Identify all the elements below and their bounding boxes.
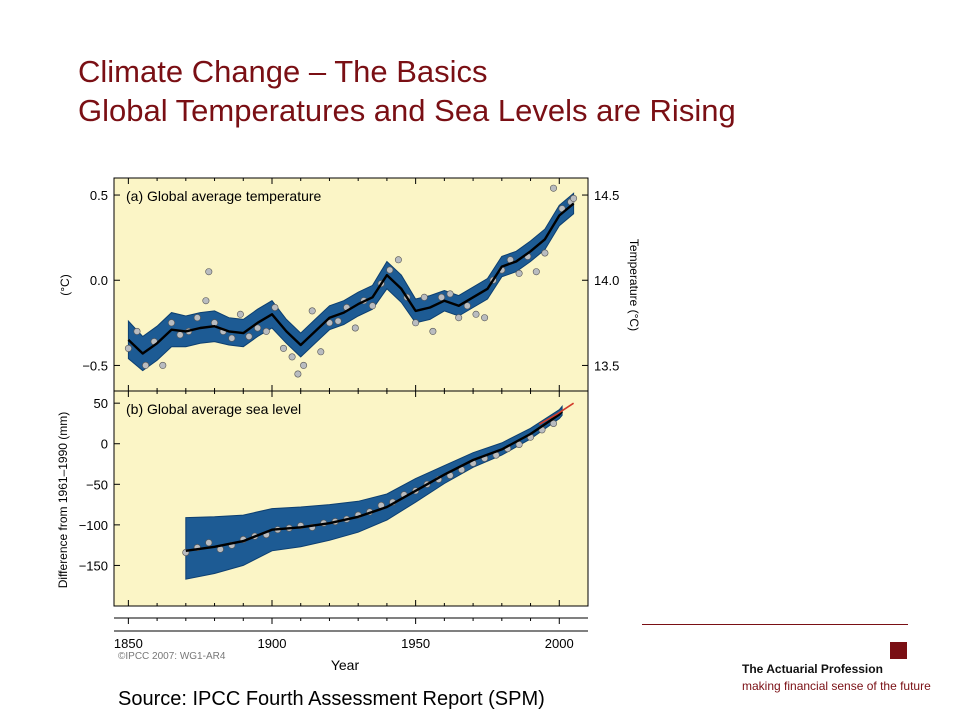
pa-point xyxy=(271,304,279,312)
pa-point xyxy=(262,327,270,335)
x-axis-label: Year xyxy=(331,657,360,673)
x-axis: 1850 1900 1950 2000 Year xyxy=(114,617,588,673)
pa-point xyxy=(429,327,437,335)
pb-smoothed-line xyxy=(185,410,564,552)
figure-background xyxy=(114,178,588,606)
pa-point xyxy=(394,256,402,264)
panel-b-title: (b) Global average sea level xyxy=(126,401,301,417)
pa-point xyxy=(254,324,262,332)
x-axis-ticks: 1850 1900 1950 2000 xyxy=(114,618,574,651)
panel-b-line-layer xyxy=(185,402,575,552)
slide-title-line-2: Global Temperatures and Sea Levels are R… xyxy=(78,93,736,128)
x-tick-label: 1850 xyxy=(114,636,143,651)
panel-b-frame xyxy=(113,390,589,607)
pa-ytick-label: −0.5 xyxy=(82,358,108,373)
pa-point xyxy=(280,344,288,352)
pb-satellite-line xyxy=(538,402,575,425)
source-caption: Source: IPCC Fourth Assessment Report (S… xyxy=(118,688,545,710)
logo-divider xyxy=(642,624,908,625)
pa-point xyxy=(168,319,176,327)
pa-point xyxy=(325,319,333,327)
panel-a-ylabel-right: Temperature (°C) xyxy=(627,239,641,331)
pa-point xyxy=(368,302,376,310)
slide-title: Climate Change – The Basics Global Tempe… xyxy=(78,52,938,130)
pa-point xyxy=(570,194,578,202)
pa-point xyxy=(142,361,150,369)
logo-tagline: making financial sense of the future xyxy=(742,679,931,693)
panel-b: (b) Global average sea level Difference … xyxy=(56,390,589,607)
pa-smoothed-line xyxy=(127,202,575,355)
pb-point xyxy=(549,420,557,428)
pa-ytick-label: 0.5 xyxy=(90,188,108,203)
pa-point xyxy=(351,324,359,332)
pa-point xyxy=(176,331,184,339)
pa-point xyxy=(334,317,342,325)
pa-point xyxy=(446,290,454,298)
panel-a: (a) Global average temperature (°C) Temp… xyxy=(58,177,641,392)
pa-ytick-right-label: 13.5 xyxy=(594,358,619,373)
pb-ytick-label: 50 xyxy=(94,396,108,411)
pa-point xyxy=(159,361,167,369)
pb-ytick-label: −150 xyxy=(79,558,108,573)
pa-point xyxy=(193,314,201,322)
x-tick-label: 1900 xyxy=(258,636,287,651)
pa-point xyxy=(205,268,213,276)
pb-uncertainty-band xyxy=(185,405,563,580)
pb-point xyxy=(205,539,213,547)
pa-point xyxy=(288,353,296,361)
ipcc-figure: (a) Global average temperature (°C) Temp… xyxy=(56,177,641,673)
pa-point xyxy=(463,302,471,310)
panel-b-ticks: 50 0 −50 −100 −150 xyxy=(79,391,560,606)
pb-ytick-label: 0 xyxy=(101,437,108,452)
pa-point xyxy=(308,307,316,315)
x-tick-label: 1950 xyxy=(401,636,430,651)
pa-point xyxy=(294,370,302,378)
pa-point xyxy=(481,314,489,322)
pb-ytick-label: −100 xyxy=(79,518,108,533)
panel-a-line-layer xyxy=(127,202,575,355)
pa-ytick-label: 0.0 xyxy=(90,273,108,288)
logo-square xyxy=(890,642,907,659)
panel-b-band-layer xyxy=(185,405,563,580)
pa-point xyxy=(515,269,523,277)
panel-a-ticks: 0.5 0.0 −0.5 14.5 14.0 13.5 xyxy=(82,178,619,391)
pa-point xyxy=(228,334,236,342)
pa-point xyxy=(541,249,549,257)
pa-point xyxy=(532,268,540,276)
pa-ytick-right-label: 14.0 xyxy=(594,273,619,288)
logo-name: The Actuarial Profession xyxy=(742,662,883,676)
panel-a-ylabel: (°C) xyxy=(58,274,72,295)
pa-point xyxy=(420,293,428,301)
figure-credit: ©IPCC 2007: WG1-AR4 xyxy=(118,651,226,662)
pa-point xyxy=(124,344,132,352)
pa-point xyxy=(245,333,253,341)
panel-a-points-layer xyxy=(124,184,578,378)
pb-ytick-label: −50 xyxy=(86,477,108,492)
pa-point xyxy=(549,184,557,192)
slide-title-line-1: Climate Change – The Basics xyxy=(78,54,488,89)
pa-point xyxy=(412,319,420,327)
pa-point xyxy=(236,310,244,318)
x-tick-label: 2000 xyxy=(545,636,574,651)
pa-point xyxy=(437,293,445,301)
pa-point xyxy=(472,310,480,318)
pa-point xyxy=(386,266,394,274)
pa-point xyxy=(300,361,308,369)
panel-a-title: (a) Global average temperature xyxy=(126,188,322,204)
pa-point xyxy=(317,348,325,356)
pa-ytick-right-label: 14.5 xyxy=(594,188,619,203)
panel-b-ylabel: Difference from 1961–1990 (mm) xyxy=(56,412,70,589)
pa-point xyxy=(202,297,210,305)
pa-point xyxy=(455,314,463,322)
pa-point xyxy=(133,327,141,335)
